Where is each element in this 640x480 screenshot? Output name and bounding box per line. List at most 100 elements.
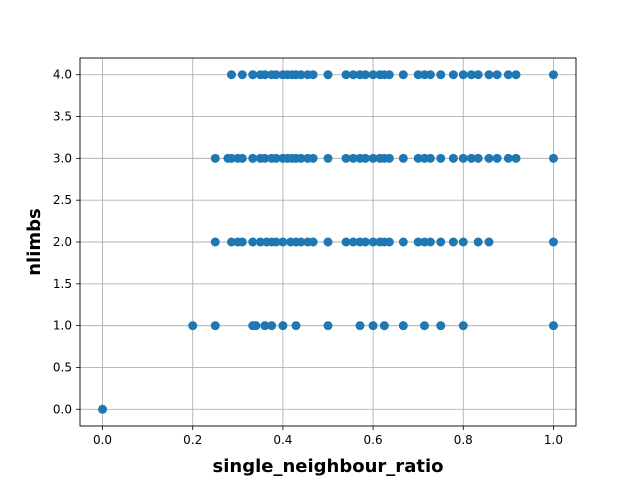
scatter-point xyxy=(503,153,513,163)
scatter-point xyxy=(413,153,423,163)
scatter-point xyxy=(360,237,370,247)
scatter-point xyxy=(323,237,333,247)
scatter-point xyxy=(548,321,558,331)
scatter-point xyxy=(413,70,423,80)
scatter-point xyxy=(548,70,558,80)
scatter-point xyxy=(255,237,265,247)
x-tick-label: 0.2 xyxy=(183,433,202,447)
x-tick-label: 0.6 xyxy=(364,433,383,447)
scatter-point xyxy=(368,153,378,163)
scatter-point xyxy=(458,321,468,331)
scatter-point xyxy=(271,237,281,247)
data-points xyxy=(98,70,558,414)
scatter-point xyxy=(484,70,494,80)
scatter-point xyxy=(296,70,306,80)
scatter-point xyxy=(323,70,333,80)
scatter-point xyxy=(348,237,358,247)
scatter-point xyxy=(419,321,429,331)
scatter-point xyxy=(436,70,446,80)
scatter-point xyxy=(492,153,502,163)
x-tick-label: 1.0 xyxy=(544,433,563,447)
scatter-point xyxy=(503,70,513,80)
scatter-point xyxy=(458,70,468,80)
scatter-point xyxy=(251,321,261,331)
y-tick-label: 1.5 xyxy=(53,277,72,291)
scatter-point xyxy=(227,237,237,247)
scatter-point xyxy=(473,237,483,247)
scatter-point xyxy=(473,70,483,80)
scatter-point xyxy=(323,153,333,163)
scatter-point xyxy=(210,153,220,163)
scatter-point xyxy=(227,153,237,163)
scatter-point xyxy=(237,70,247,80)
y-tick-label: 0.5 xyxy=(53,360,72,374)
scatter-point xyxy=(458,153,468,163)
scatter-point xyxy=(360,70,370,80)
y-tick-label: 2.5 xyxy=(53,193,72,207)
scatter-point xyxy=(384,153,394,163)
y-tick-label: 1.0 xyxy=(53,319,72,333)
scatter-point xyxy=(413,237,423,247)
scatter-point xyxy=(355,321,365,331)
scatter-point xyxy=(308,153,318,163)
scatter-point xyxy=(436,321,446,331)
scatter-point xyxy=(296,153,306,163)
y-tick-label: 3.0 xyxy=(53,151,72,165)
scatter-point xyxy=(341,153,351,163)
scatter-point xyxy=(368,70,378,80)
scatter-point xyxy=(360,153,370,163)
scatter-point xyxy=(323,321,333,331)
scatter-point xyxy=(348,153,358,163)
scatter-point xyxy=(379,321,389,331)
y-tick-label: 2.0 xyxy=(53,235,72,249)
scatter-point xyxy=(267,321,277,331)
scatter-point xyxy=(271,70,281,80)
scatter-point xyxy=(425,153,435,163)
scatter-point xyxy=(492,70,502,80)
scatter-point xyxy=(271,153,281,163)
scatter-point xyxy=(466,70,476,80)
scatter-point xyxy=(291,321,301,331)
scatter-point xyxy=(384,70,394,80)
scatter-point xyxy=(210,237,220,247)
scatter-point xyxy=(278,237,288,247)
scatter-point xyxy=(398,153,408,163)
axis-ticks: 0.0 0.2 0.4 0.6 0.8 1.0 0.0 0.5 1.0 1.5 2.0 2.5 3.0 3… xyxy=(53,68,563,447)
scatter-point xyxy=(98,404,108,414)
scatter-point xyxy=(210,321,220,331)
scatter-point xyxy=(511,153,521,163)
scatter-point xyxy=(473,153,483,163)
scatter-point xyxy=(484,153,494,163)
scatter-point xyxy=(237,153,247,163)
scatter-point xyxy=(308,237,318,247)
scatter-point xyxy=(278,321,288,331)
scatter-point xyxy=(384,237,394,247)
scatter-point xyxy=(398,70,408,80)
scatter-point xyxy=(368,321,378,331)
scatter-point xyxy=(448,70,458,80)
scatter-point xyxy=(348,70,358,80)
scatter-point xyxy=(425,237,435,247)
scatter-point xyxy=(466,153,476,163)
scatter-point xyxy=(368,237,378,247)
scatter-point xyxy=(398,237,408,247)
scatter-point xyxy=(248,70,258,80)
x-tick-label: 0.0 xyxy=(93,433,112,447)
scatter-point xyxy=(248,153,258,163)
y-axis-label: nlimbs xyxy=(24,208,45,276)
y-tick-label: 3.5 xyxy=(53,110,72,124)
scatter-point xyxy=(548,153,558,163)
scatter-point xyxy=(436,153,446,163)
scatter-point xyxy=(511,70,521,80)
scatter-point xyxy=(398,321,408,331)
scatter-point xyxy=(458,237,468,247)
scatter-point xyxy=(248,237,258,247)
scatter-point xyxy=(227,70,237,80)
y-tick-label: 0.0 xyxy=(53,402,72,416)
scatter-point xyxy=(237,237,247,247)
scatter-point xyxy=(341,70,351,80)
x-axis-label: single_neighbour_ratio xyxy=(213,456,444,477)
scatter-point xyxy=(448,153,458,163)
